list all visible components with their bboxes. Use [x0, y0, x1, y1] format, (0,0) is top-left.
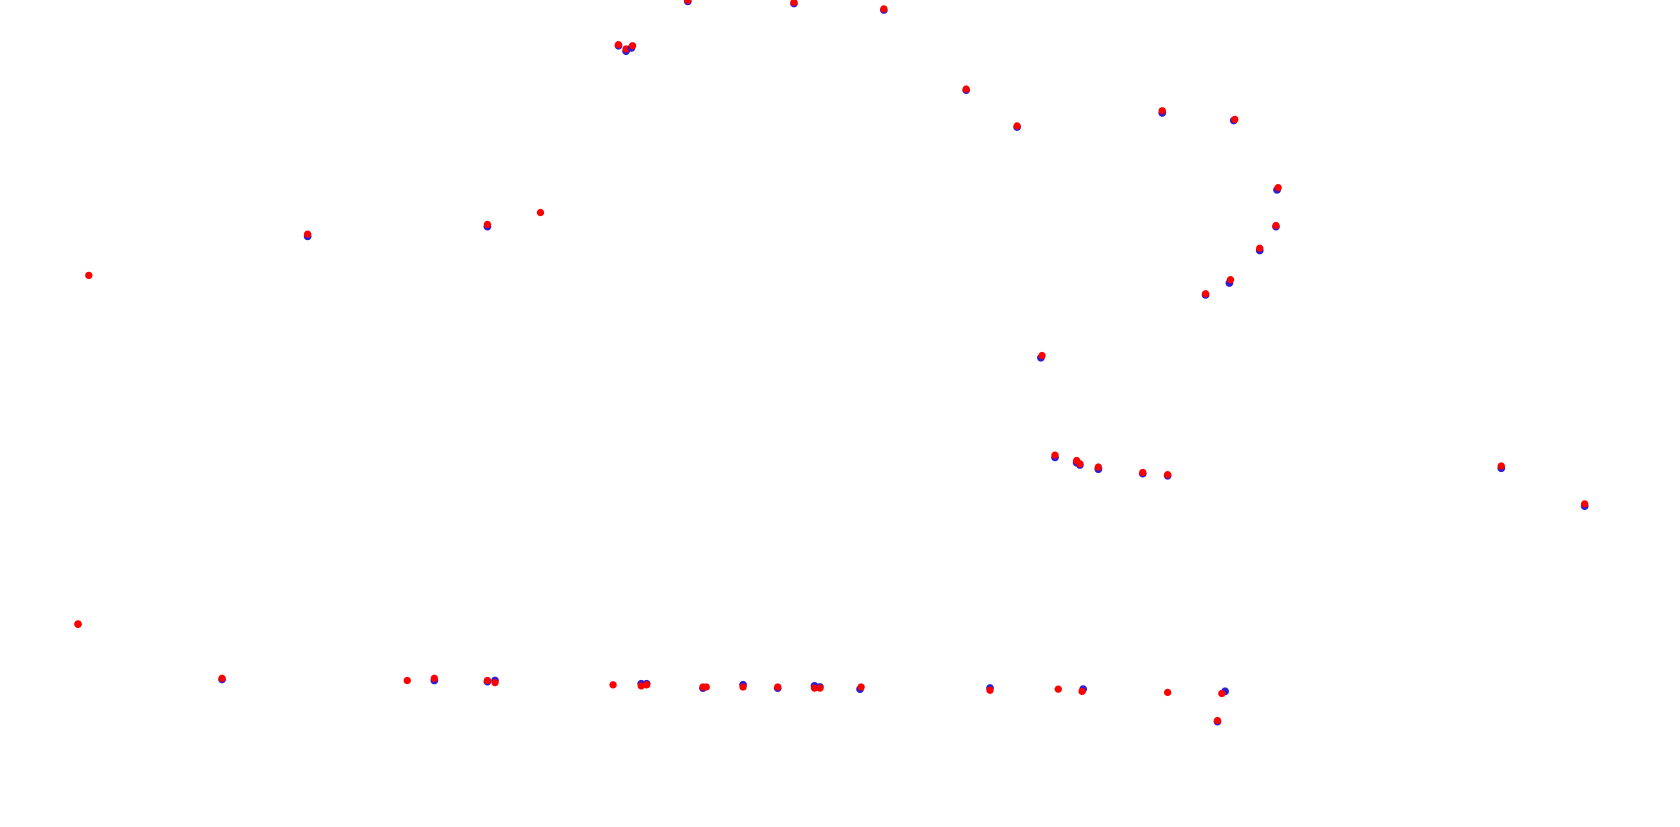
dot — [1225, 276, 1235, 287]
dot — [856, 683, 865, 694]
dot — [1013, 122, 1021, 131]
dot — [1094, 463, 1103, 474]
dot — [483, 220, 492, 231]
dot — [430, 674, 439, 685]
dot — [986, 684, 994, 694]
dot — [536, 208, 545, 217]
dot — [614, 40, 623, 50]
dot — [1158, 107, 1167, 117]
dot — [1218, 687, 1229, 698]
dot — [483, 676, 492, 686]
dot — [879, 5, 888, 14]
dot — [1138, 468, 1147, 478]
dot — [1163, 688, 1172, 697]
dot — [1054, 685, 1062, 693]
dot — [1229, 115, 1239, 125]
dot — [1163, 471, 1172, 480]
dot — [1051, 451, 1059, 462]
dot — [1213, 716, 1222, 726]
dot — [74, 620, 82, 629]
dot — [702, 683, 710, 691]
dot — [1076, 460, 1084, 469]
dot — [1078, 685, 1088, 696]
dot — [627, 42, 637, 52]
dot — [491, 676, 499, 687]
dot — [1580, 500, 1589, 511]
dot — [303, 230, 312, 241]
dot — [85, 271, 93, 280]
dot — [403, 676, 411, 685]
dot — [642, 679, 651, 689]
dot — [1037, 351, 1046, 362]
dot — [1273, 183, 1282, 194]
dot — [1255, 244, 1264, 255]
dot — [1201, 290, 1210, 299]
dot — [739, 680, 747, 691]
dot — [683, 0, 692, 6]
dot — [816, 683, 824, 692]
dot — [609, 681, 617, 689]
dot — [218, 674, 226, 684]
dot — [773, 683, 782, 692]
dot — [1497, 462, 1506, 473]
dot — [962, 85, 971, 95]
dot — [790, 0, 798, 8]
dot — [1272, 221, 1280, 231]
